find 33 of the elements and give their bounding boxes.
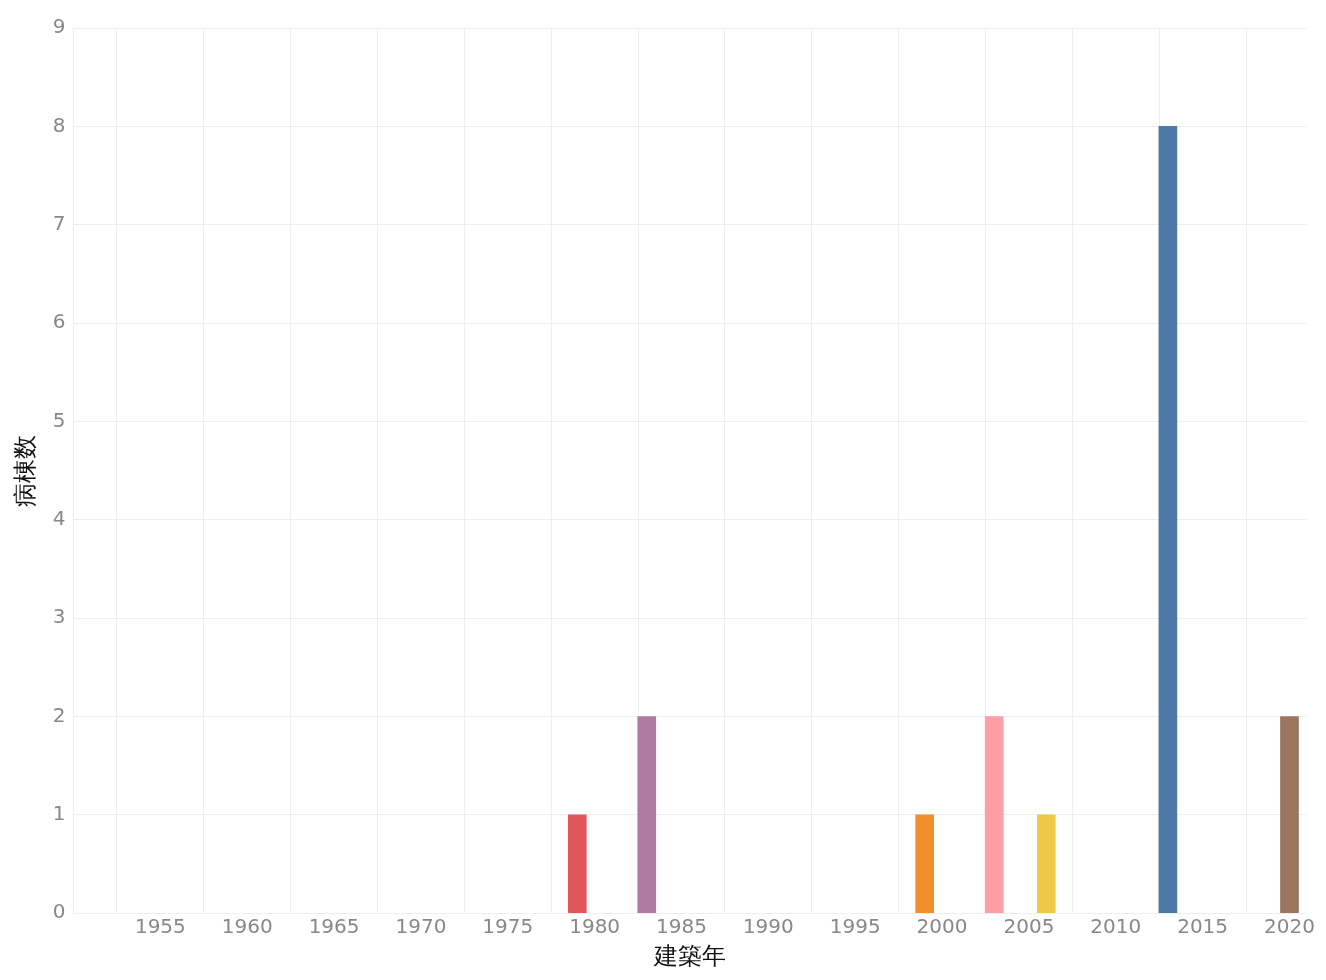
bar xyxy=(567,814,587,914)
y-tick-label: 1 xyxy=(52,801,66,826)
x-tick-label: 2015 xyxy=(1177,914,1229,939)
y-tick-label: 7 xyxy=(52,210,66,235)
x-tick-label: 1970 xyxy=(395,914,447,939)
x-tick-label: 1960 xyxy=(221,914,273,939)
x-tick-label: 2005 xyxy=(1003,914,1055,939)
y-tick-label: 0 xyxy=(52,899,66,924)
x-tick-label: 1975 xyxy=(482,914,534,939)
x-axis-title: 建築年 xyxy=(653,941,727,970)
y-tick-label: 9 xyxy=(52,14,66,39)
y-tick-label: 2 xyxy=(52,702,66,727)
y-tick-label: 4 xyxy=(52,505,66,530)
y-tick-label: 6 xyxy=(52,309,66,334)
x-tick-label: 1955 xyxy=(134,914,186,939)
bar xyxy=(915,814,935,914)
y-tick-label: 3 xyxy=(52,604,66,629)
x-tick-label: 1990 xyxy=(742,914,794,939)
x-tick-label: 2020 xyxy=(1264,914,1315,939)
bar xyxy=(1036,814,1056,914)
x-tick-label: 1965 xyxy=(308,914,360,939)
x-tick-label: 1985 xyxy=(656,914,707,939)
bar xyxy=(637,716,657,914)
x-tick-label: 1980 xyxy=(569,914,621,939)
y-tick-label: 5 xyxy=(52,407,66,432)
x-tick-label: 1995 xyxy=(829,914,881,939)
x-tick-label: 2000 xyxy=(916,914,968,939)
x-tick-label: 2010 xyxy=(1090,914,1142,939)
y-axis-title: 病棟数 xyxy=(10,434,39,507)
bar xyxy=(1280,716,1299,914)
bar xyxy=(1158,126,1178,914)
y-tick-label: 8 xyxy=(52,112,66,137)
bar xyxy=(984,716,1004,914)
